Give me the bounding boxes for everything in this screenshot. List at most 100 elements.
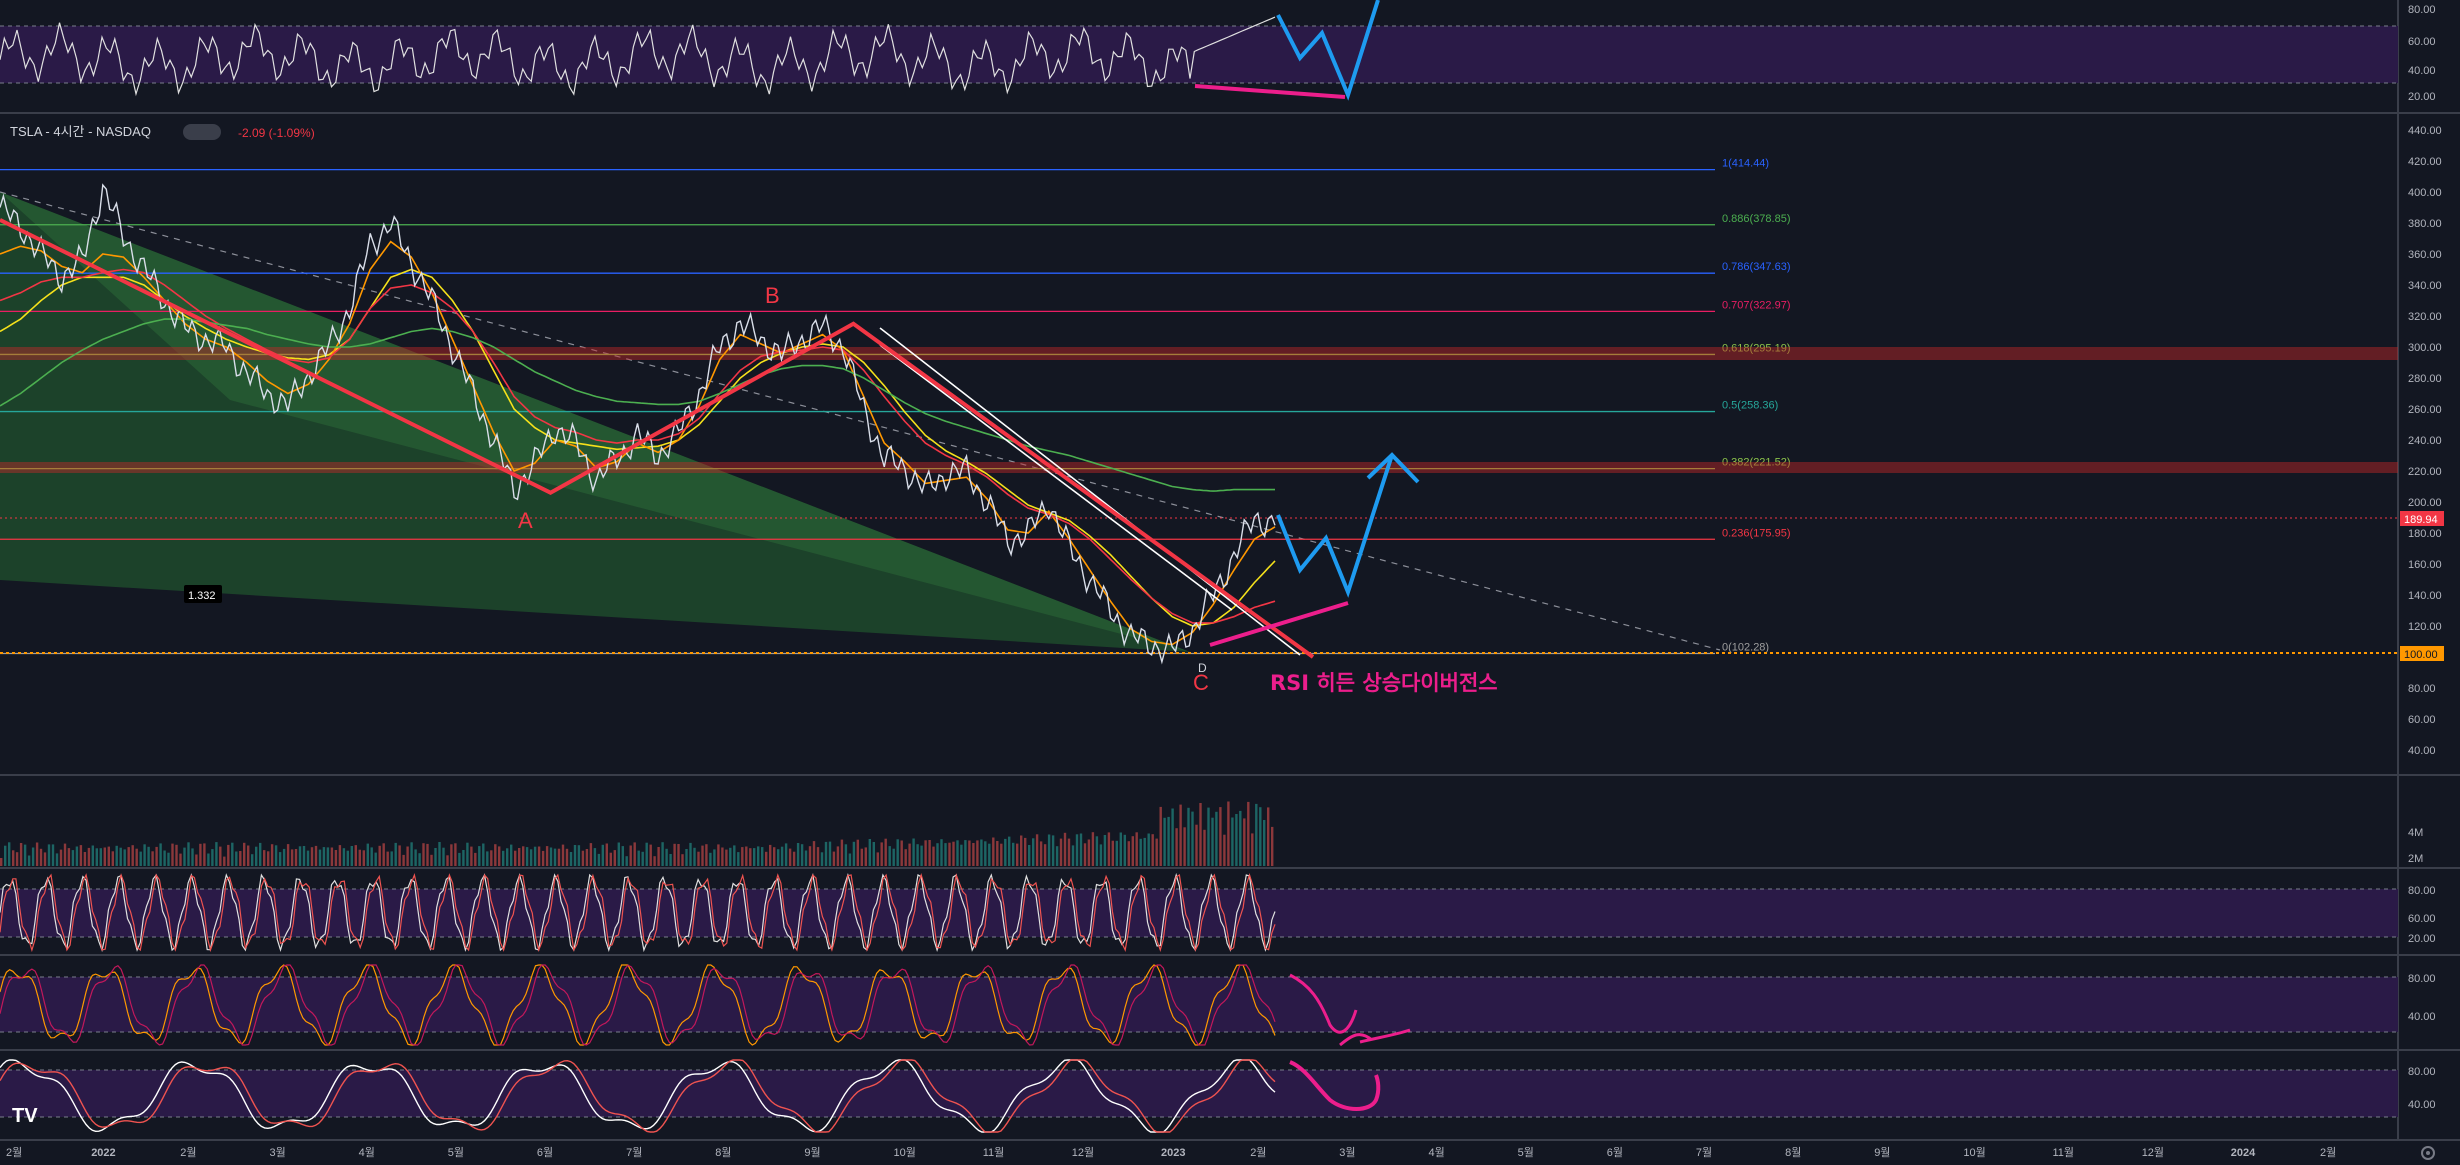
volume-bar (498, 846, 501, 866)
volume-bar (103, 847, 106, 866)
volume-bar (171, 843, 174, 866)
volume-bar (729, 847, 732, 866)
price-axis[interactable]: 440.00 420.00 400.00 380.00 360.00 340.00 320.… (2408, 125, 2442, 757)
volume-bar (589, 843, 593, 866)
price-tick-120: 120.00 (2408, 621, 2442, 633)
volume-bar (569, 852, 573, 866)
stoch3-axis: 80.00 40.00 (2408, 1066, 2436, 1111)
volume-bar (123, 849, 126, 866)
gear-icon[interactable] (2421, 1146, 2435, 1160)
volume-bar (163, 850, 166, 866)
volume-panel[interactable] (0, 801, 1274, 867)
volume-bar (366, 843, 369, 866)
rsi-panel[interactable] (0, 0, 2398, 101)
volume-bar (657, 847, 660, 866)
svg-text:80.00: 80.00 (2408, 885, 2436, 897)
volume-bar (1187, 807, 1190, 866)
volume-bar (1055, 846, 1059, 866)
volume-bar (880, 842, 883, 866)
price-tick-60: 60.00 (2408, 714, 2436, 726)
price-tick-400: 400.00 (2408, 187, 2442, 199)
time-tick: 12월 (1072, 1146, 1094, 1159)
volume-bar (585, 849, 589, 866)
volume-bar (788, 848, 792, 866)
volume-bar (824, 841, 828, 866)
volume-bar (932, 846, 935, 866)
volume-bar (478, 846, 481, 866)
volume-bar (159, 843, 162, 866)
panel-separators (0, 0, 2460, 1141)
volume-bar (338, 845, 342, 866)
volume-bar (430, 854, 433, 866)
volume-bar (972, 843, 975, 866)
time-tick: 10월 (1963, 1146, 1985, 1159)
volume-bar (840, 839, 844, 866)
stochastic-panel-2[interactable] (0, 964, 2398, 1047)
volume-bar (1135, 832, 1138, 866)
time-tick: 7월 (1696, 1146, 1712, 1159)
volume-bar (386, 851, 389, 866)
volume-bar (183, 847, 186, 866)
time-tick: 3월 (1339, 1146, 1355, 1159)
volume-bar (239, 851, 242, 866)
volume-bar (1267, 807, 1270, 866)
volume-bar (486, 851, 489, 866)
volume-bar (713, 849, 716, 866)
volume-bar (1207, 807, 1210, 866)
stoch3-band (0, 1070, 2398, 1117)
volume-bar (812, 841, 816, 866)
volume-bar (872, 842, 875, 866)
volume-bar (649, 844, 652, 866)
time-tick: 4월 (359, 1146, 375, 1159)
stochastic-panel-3[interactable]: TV (0, 1059, 2398, 1133)
time-axis[interactable]: 2월 2022 2월 3월 4월 5월 6월 7월 8월 9월 10월 11월 12월 2023 2월 3월 4… (6, 1146, 2336, 1159)
volume-bar (330, 847, 334, 866)
volume-bar (231, 842, 234, 866)
volume-bar (51, 844, 55, 866)
time-tick: 3월 (270, 1146, 286, 1159)
volume-bar (605, 843, 608, 866)
visibility-toggle[interactable] (183, 124, 221, 140)
volume-bar (1223, 834, 1226, 866)
volume-bar (1075, 834, 1079, 866)
volume-bar (613, 850, 616, 866)
volume-bar (522, 846, 525, 866)
volume-bar (573, 845, 577, 866)
price-tick-320: 320.00 (2408, 311, 2442, 323)
volume-bar (529, 849, 533, 866)
volume-bar (836, 846, 840, 866)
fib-label-5: 0.5(258.36) (1722, 400, 1778, 412)
volume-bar (270, 844, 274, 866)
volume-bar (677, 844, 680, 866)
volume-bar (350, 846, 353, 866)
price-tick-380: 380.00 (2408, 218, 2442, 230)
volume-bar (888, 846, 891, 866)
volume-bar (856, 839, 859, 866)
stochastic-panel-1[interactable] (0, 872, 2398, 953)
volume-bar (227, 844, 230, 866)
volume-bar (310, 847, 314, 866)
volume-bar (1008, 836, 1011, 866)
volume-bar (541, 850, 545, 866)
volume-bar (920, 845, 923, 866)
small-label: 1.332 (188, 590, 216, 602)
volume-bar (394, 842, 397, 866)
stoch3-k-line (0, 1059, 1276, 1133)
volume-bar (19, 843, 23, 866)
volume-bar (474, 852, 477, 866)
fib-labels: 1(414.44) 0.886(378.85) 0.786(347.63) 0.707… (1722, 158, 1791, 654)
volume-bar (139, 851, 142, 866)
time-tick: 2024 (2231, 1147, 2256, 1159)
volume-bar (23, 844, 27, 866)
volume-bar (55, 853, 59, 866)
svg-text:4M: 4M (2408, 827, 2423, 839)
svg-text:40.00: 40.00 (2408, 1011, 2436, 1023)
volume-bar (533, 846, 537, 866)
volume-bar (1167, 816, 1170, 866)
volume-bar (502, 850, 505, 866)
svg-text:80.00: 80.00 (2408, 973, 2436, 985)
price-panel[interactable]: 1(414.44) 0.886(378.85) 0.786(347.63) 0.707… (0, 124, 2398, 695)
volume-bar (490, 850, 493, 866)
volume-bar (820, 852, 824, 866)
